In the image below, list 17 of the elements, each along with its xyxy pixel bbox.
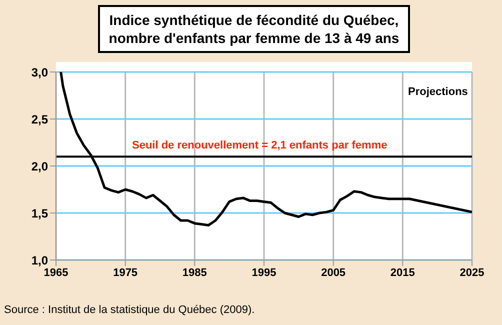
y-tick-label: 3,0 (31, 65, 48, 80)
y-tick-label: 1,5 (31, 206, 48, 220)
x-tick-label: 1965 (44, 266, 68, 279)
x-tick-label: 1995 (252, 266, 276, 279)
chart-title: Indice synthétique de fécondité du Québec, nombre d'enfants par femme de 13 à 49 ans (98, 5, 410, 53)
y-tick-label: 1,0 (31, 253, 48, 268)
x-tick-label: 2005 (321, 266, 346, 279)
x-tick-label: 1975 (113, 266, 138, 279)
x-tick-label: 1985 (182, 266, 207, 279)
x-tick-label: 2025 (460, 266, 484, 279)
x-tick-label: 2015 (390, 266, 415, 279)
line-series (60, 72, 472, 226)
ref-line-label: Seuil de renouvellement = 2,1 enfants par femme (132, 140, 388, 152)
y-tick-label: 2,0 (31, 159, 48, 174)
annotation: Projections (408, 86, 468, 98)
y-tick-label: 2,5 (31, 112, 48, 126)
source-note: Source : Institut de la statistique du Québec (2009). (4, 304, 255, 316)
